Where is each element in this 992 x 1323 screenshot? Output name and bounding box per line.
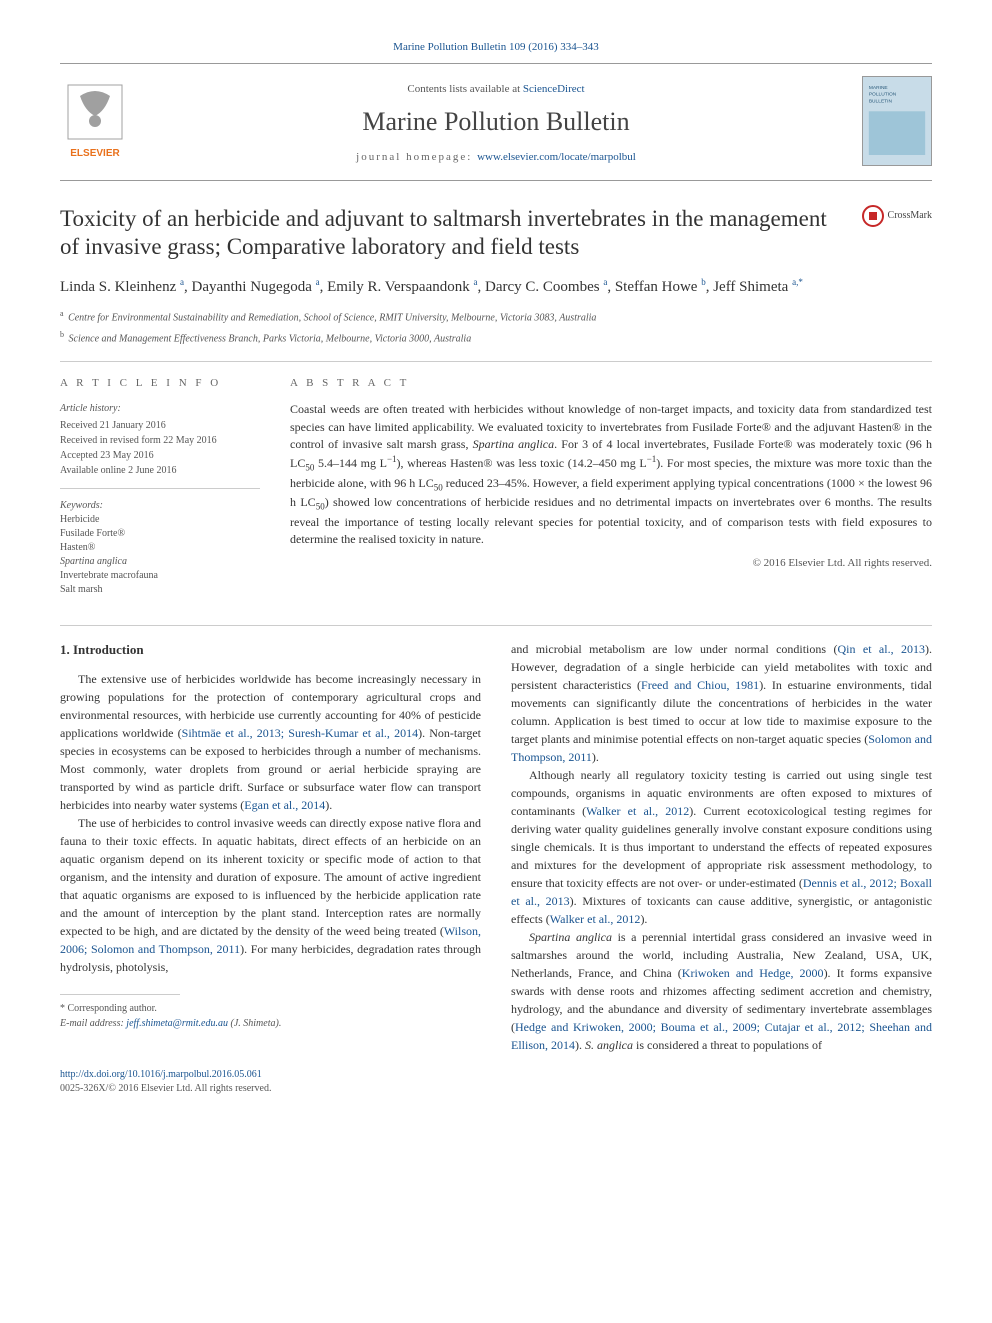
citation-header: Marine Pollution Bulletin 109 (2016) 334… [60,40,932,55]
keywords-label: Keywords: [60,499,260,513]
crossmark-label: CrossMark [888,209,932,223]
body-column-left: 1. Introduction The extensive use of her… [60,640,481,1054]
svg-text:BULLETIN: BULLETIN [869,99,893,105]
section-heading: 1. Introduction [60,640,481,660]
article-history-block: Article history: Received 21 January 201… [60,401,260,489]
sciencedirect-link[interactable]: ScienceDirect [523,83,585,95]
homepage-label: journal homepage: [356,151,477,163]
crossmark-badge[interactable]: CrossMark [862,205,932,227]
body-paragraph: The use of herbicides to control invasiv… [60,814,481,976]
keyword: Hasten® [60,541,260,555]
body-paragraph: Although nearly all regulatory toxicity … [511,766,932,928]
email-suffix: (J. Shimeta). [228,1018,281,1029]
journal-cover-thumb: MARINE POLLUTION BULLETIN [862,76,932,171]
history-item: Available online 2 June 2016 [60,463,260,478]
body-column-right: and microbial metabolism are low under n… [511,640,932,1054]
article-title: Toxicity of an herbicide and adjuvant to… [60,205,862,263]
body-paragraph: Spartina anglica is a perennial intertid… [511,928,932,1054]
svg-text:MARINE: MARINE [869,85,889,91]
keywords-block: Keywords: Herbicide Fusilade Forte® Hast… [60,499,260,597]
contents-line: Contents lists available at ScienceDirec… [130,82,862,97]
history-item: Received 21 January 2016 [60,418,260,433]
divider [60,625,932,626]
citation-link[interactable]: Marine Pollution Bulletin 109 (2016) 334… [393,41,599,53]
body-paragraph: and microbial metabolism are low under n… [511,640,932,766]
body-two-column: 1. Introduction The extensive use of her… [60,640,932,1054]
keyword: Spartina anglica [60,555,260,569]
divider [60,361,932,362]
history-item: Accepted 23 May 2016 [60,448,260,463]
email-link[interactable]: jeff.shimeta@rmit.edu.au [126,1018,228,1029]
svg-text:ELSEVIER: ELSEVIER [70,148,120,159]
abstract-copyright: © 2016 Elsevier Ltd. All rights reserved… [290,556,932,571]
abstract-label: A B S T R A C T [290,376,932,391]
body-paragraph: The extensive use of herbicides worldwid… [60,670,481,814]
homepage-link[interactable]: www.elsevier.com/locate/marpolbul [477,151,636,163]
abstract-column: A B S T R A C T Coastal weeds are often … [290,376,932,597]
corresponding-email-line: E-mail address: jeff.shimeta@rmit.edu.au… [60,1016,481,1031]
homepage-line: journal homepage: www.elsevier.com/locat… [130,150,862,165]
authors-list: Linda S. Kleinhenz a, Dayanthi Nugegoda … [60,276,932,298]
keyword: Herbicide [60,513,260,527]
elsevier-logo: ELSEVIER [60,81,130,166]
keyword: Fusilade Forte® [60,527,260,541]
svg-text:POLLUTION: POLLUTION [869,92,897,98]
journal-header-box: ELSEVIER Contents lists available at Sci… [60,63,932,180]
keyword: Salt marsh [60,583,260,597]
page-footer: http://dx.doi.org/10.1016/j.marpolbul.20… [60,1068,932,1096]
abstract-text: Coastal weeds are often treated with her… [290,401,932,548]
doi-link[interactable]: http://dx.doi.org/10.1016/j.marpolbul.20… [60,1069,262,1080]
crossmark-icon [862,205,884,227]
affiliation-a: a Centre for Environmental Sustainabilit… [60,308,932,325]
history-item: Received in revised form 22 May 2016 [60,433,260,448]
corresponding-author: * Corresponding author. [60,1001,481,1016]
affiliation-b: b Science and Management Effectiveness B… [60,329,932,346]
journal-name: Marine Pollution Bulletin [130,104,862,140]
email-label: E-mail address: [60,1018,126,1029]
affiliations: a Centre for Environmental Sustainabilit… [60,308,932,347]
history-label: Article history: [60,401,260,416]
contents-prefix: Contents lists available at [407,83,522,95]
article-info-column: A R T I C L E I N F O Article history: R… [60,376,260,597]
keyword: Invertebrate macrofauna [60,569,260,583]
footnote-rule [60,994,180,995]
article-info-label: A R T I C L E I N F O [60,376,260,391]
issn-line: 0025-326X/© 2016 Elsevier Ltd. All right… [60,1083,271,1094]
